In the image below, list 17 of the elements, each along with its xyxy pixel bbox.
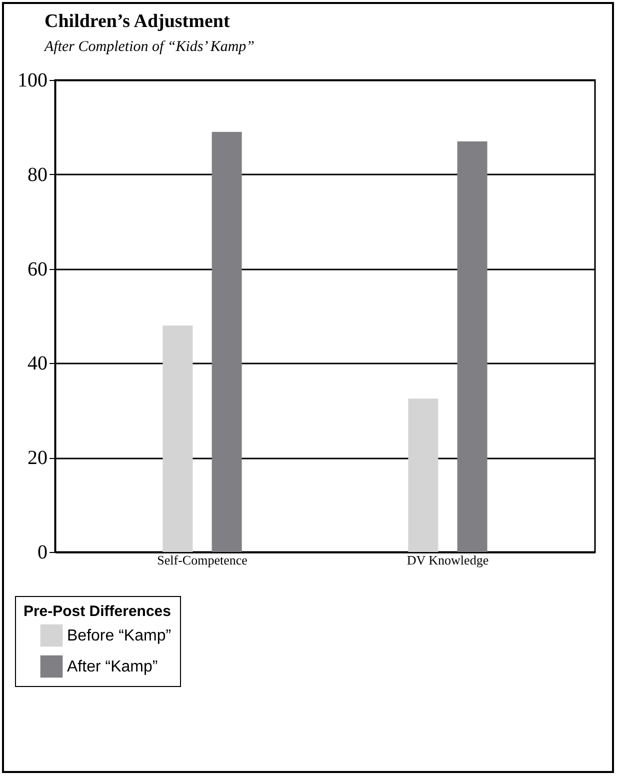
bar <box>408 398 438 552</box>
bar <box>162 325 193 552</box>
y-tick-label: 0 <box>38 542 48 564</box>
chart-subtitle: After Completion of “Kids’ Kamp” <box>44 39 255 55</box>
bar <box>457 141 488 552</box>
legend-label: After “Kamp” <box>67 658 158 676</box>
chart-title: Children’s Adjustment <box>44 11 230 32</box>
x-tick-label: Self-Competence <box>157 552 248 568</box>
y-tick-label: 80 <box>28 164 48 186</box>
legend-title: Pre-Post Differences <box>23 603 171 620</box>
bar <box>212 132 242 552</box>
x-tick-label: DV Knowledge <box>406 552 489 568</box>
y-tick-label: 20 <box>28 447 48 470</box>
y-tick-label: 40 <box>28 352 48 375</box>
y-tick-label: 100 <box>18 70 48 92</box>
legend-label: Before “Kamp” <box>67 628 172 644</box>
y-tick-label: 60 <box>28 258 48 280</box>
